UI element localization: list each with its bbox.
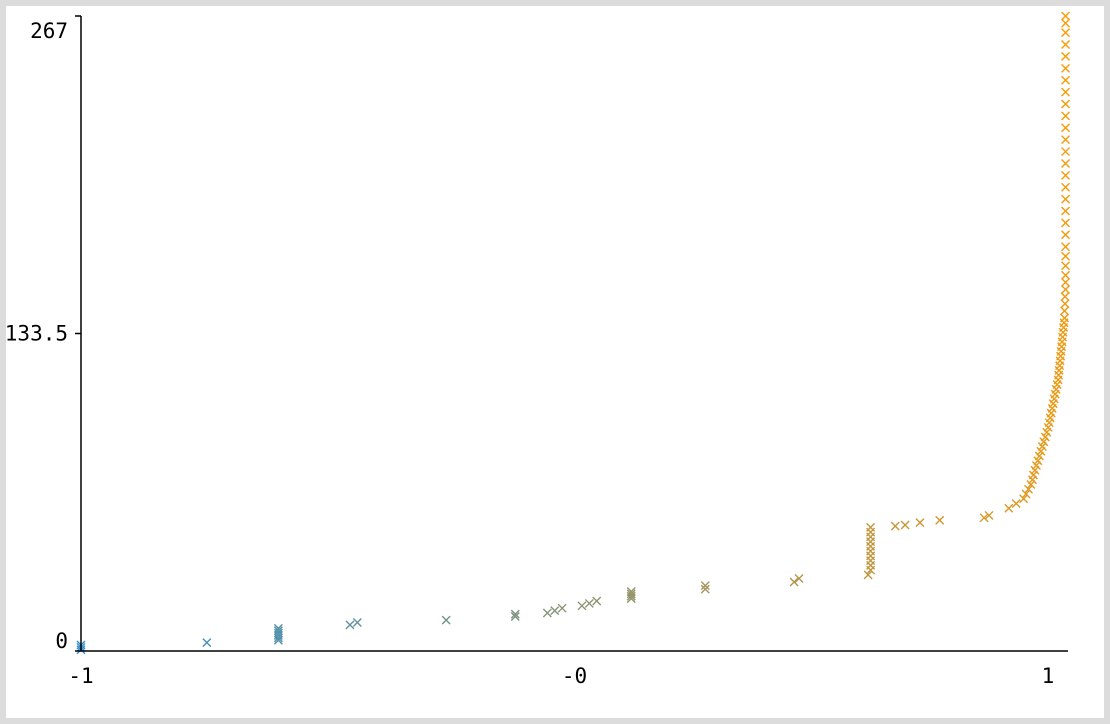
scatter-point: [1061, 251, 1071, 261]
chart-frame: 0 133.5 267 -1 -0 1: [6, 6, 1104, 718]
y-axis-ticks: 0 133.5 267: [6, 15, 81, 653]
scatter-point: [273, 623, 283, 633]
scatter-point: [1019, 494, 1029, 504]
scatter-point: [979, 513, 989, 523]
scatter-point: [1021, 489, 1031, 499]
scatter-point: [1061, 99, 1071, 109]
scatter-point: [789, 577, 799, 587]
x-tick-label: 1: [1042, 664, 1055, 688]
scatter-point: [1060, 292, 1070, 302]
scatter-point: [345, 620, 355, 630]
scatter-point: [700, 584, 710, 594]
scatter-point: [1061, 230, 1071, 240]
scatter-point: [273, 626, 283, 636]
scatter-point: [550, 606, 560, 616]
scatter-point: [1061, 194, 1071, 204]
scatter-point: [1061, 261, 1071, 271]
scatter-point: [1024, 484, 1034, 494]
scatter-point: [1061, 18, 1071, 28]
scatter-point: [984, 510, 994, 520]
scatter-point: [1061, 170, 1071, 180]
scatter-point: [577, 601, 587, 611]
scatter-point: [1061, 218, 1071, 228]
scatter-point: [1061, 87, 1071, 97]
scatter-point: [1061, 111, 1071, 121]
scatter-point: [557, 603, 567, 613]
scatter-point: [1060, 306, 1070, 316]
scatter-point: [592, 596, 602, 606]
scatter-point: [794, 573, 804, 583]
x-axis-ticks: -1 -0 1: [68, 664, 1054, 688]
scatter-point: [900, 520, 910, 530]
scatter-point: [700, 581, 710, 591]
scatter-point: [1061, 242, 1071, 252]
y-tick-label: 267: [30, 19, 68, 43]
scatter-point: [935, 515, 945, 525]
scatter-point: [863, 570, 873, 580]
scatter-point: [584, 598, 594, 608]
scatter-point: [1004, 503, 1014, 513]
scatter-point: [915, 518, 925, 528]
scatter-point: [1061, 206, 1071, 216]
scatter-point: [510, 609, 520, 619]
scatter-point: [510, 612, 520, 622]
scatter-point: [1060, 313, 1070, 323]
scatter-point: [1061, 75, 1071, 85]
scatter-point: [1061, 51, 1071, 61]
scatter-point: [1061, 28, 1071, 38]
scatter-point: [352, 617, 362, 627]
x-tick-label: -1: [68, 664, 93, 688]
scatter-point: [1061, 147, 1071, 157]
scatter-point: [1061, 63, 1071, 73]
scatter-point: [1061, 285, 1071, 294]
scatter-point: [441, 615, 451, 625]
scatter-point: [1061, 158, 1071, 168]
scatter-point: [1061, 270, 1071, 280]
scatter-point: [1061, 40, 1071, 50]
scatter-point: [1061, 123, 1071, 133]
scatter-point: [202, 638, 212, 648]
x-tick-label: -0: [562, 664, 587, 688]
y-tick-label: 133.5: [6, 322, 68, 346]
scatter-point: [890, 521, 900, 531]
scatter-point: [1061, 182, 1071, 192]
scatter-point: [626, 587, 636, 597]
scatter-point: [1060, 299, 1070, 309]
scatter-point: [626, 589, 636, 599]
scatter-chart: 0 133.5 267 -1 -0 1: [6, 11, 1071, 688]
y-tick-label: 0: [55, 629, 68, 653]
scatter-point: [542, 608, 552, 618]
scatter-point: [866, 522, 876, 532]
scatter-point: [1011, 499, 1021, 509]
scatter-point: [1061, 277, 1071, 287]
scatter-points: [76, 11, 1071, 655]
scatter-point: [1061, 11, 1071, 21]
scatter-point: [1061, 135, 1071, 145]
